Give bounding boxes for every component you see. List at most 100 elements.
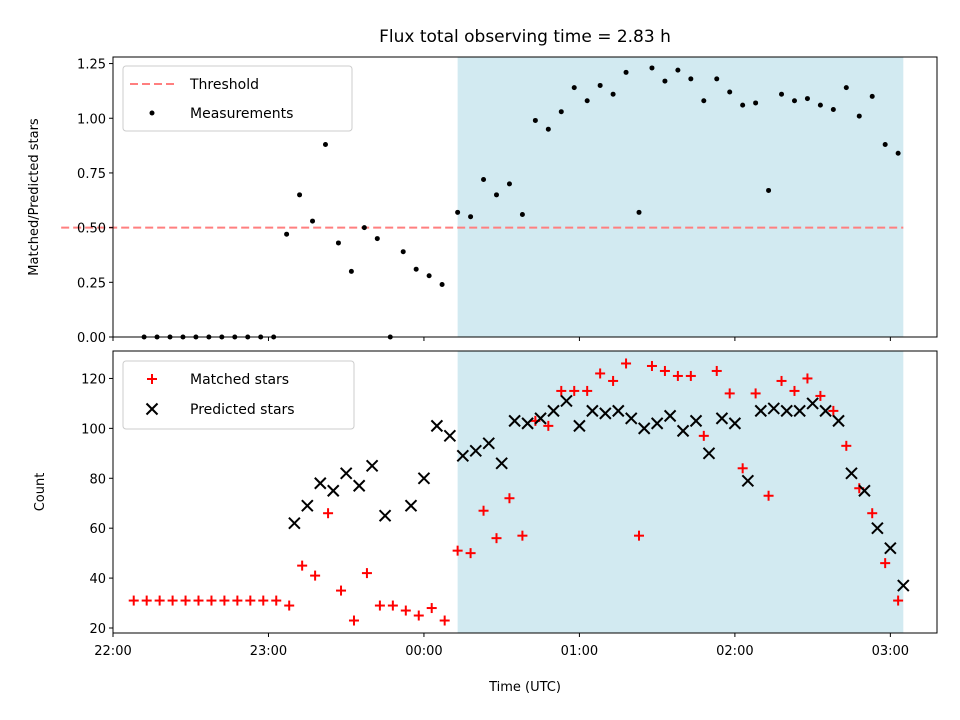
predicted-legend-label: Predicted stars xyxy=(190,402,295,418)
y-tick-label: 0.00 xyxy=(77,331,106,346)
measurement-point xyxy=(400,249,406,255)
measurement-point xyxy=(662,78,668,84)
measurement-point xyxy=(843,85,849,91)
predicted-star-point xyxy=(495,457,508,470)
matched-star-point xyxy=(336,585,347,596)
measurement-point xyxy=(701,98,707,104)
predicted-star-point xyxy=(469,444,482,458)
matched-star-point xyxy=(310,570,321,581)
predicted-star-point xyxy=(728,417,742,430)
predicted-star-point xyxy=(314,477,327,490)
matched-star-point xyxy=(582,385,593,396)
measurement-point xyxy=(506,181,512,187)
y-tick-label: 100 xyxy=(81,422,106,437)
predicted-star-point xyxy=(884,541,897,555)
matched-star-point xyxy=(867,508,878,519)
measurement-point xyxy=(753,100,759,106)
matched-star-point xyxy=(634,530,645,541)
measurement-point xyxy=(439,282,445,287)
matched-star-point xyxy=(128,595,139,606)
predicted-star-point xyxy=(819,404,832,418)
predicted-star-point xyxy=(858,484,871,497)
measurement-point xyxy=(688,76,694,82)
predicted-star-point xyxy=(897,579,910,592)
top-plot-frame xyxy=(112,56,938,338)
predicted-star-point xyxy=(767,402,780,415)
matched-star-point xyxy=(595,368,606,379)
matched-star-point xyxy=(763,490,774,501)
chart-title: Flux total observing time = 2.83 h xyxy=(379,27,671,47)
predicted-star-point xyxy=(586,404,599,418)
bottom-legend: Matched stars Predicted stars xyxy=(122,360,355,430)
top-y-axis-label: Matched/Predicted stars xyxy=(27,118,42,276)
x-axis-label: Time (UTC) xyxy=(488,680,561,695)
measurement-point xyxy=(895,150,901,156)
measurement-point xyxy=(532,117,538,123)
predicted-star-point xyxy=(443,429,457,443)
measurement-point xyxy=(361,225,367,231)
predicted-star-point xyxy=(573,419,586,433)
measurement-point xyxy=(571,85,577,91)
predicted-star-point xyxy=(365,459,379,473)
matched-star-point xyxy=(400,605,411,616)
y-tick-label: 1.25 xyxy=(77,58,106,73)
predicted-star-point xyxy=(702,447,716,460)
bottom-x-ticks: 22:00 23:00 00:00 01:00 02:00 03:00 xyxy=(94,633,909,659)
predicted-star-point xyxy=(871,521,884,535)
predicted-star-point xyxy=(521,417,534,430)
x-tick-label: 01:00 xyxy=(561,644,598,659)
matched-star-point xyxy=(465,548,476,559)
predicted-legend-swatch xyxy=(145,402,159,416)
matched-star-point xyxy=(323,508,334,519)
matched-star-point xyxy=(167,595,178,606)
matched-star-point xyxy=(271,595,282,606)
measurement-point xyxy=(374,236,380,242)
y-tick-label: 80 xyxy=(89,472,106,487)
x-tick-label: 02:00 xyxy=(716,644,753,659)
bottom-y-ticks: 20 40 60 80 100 120 xyxy=(81,372,113,637)
measurement-point xyxy=(791,98,797,104)
matched-star-point xyxy=(685,370,696,381)
matched-star-point xyxy=(517,530,528,541)
matched-star-point xyxy=(776,375,787,386)
predicted-star-point xyxy=(534,412,547,425)
predicted-star-point xyxy=(288,516,301,530)
predicted-star-point xyxy=(378,509,392,522)
predicted-swatch-mark xyxy=(145,402,159,416)
matched-star-point xyxy=(543,420,554,431)
predicted-star-point xyxy=(482,437,495,450)
predicted-star-point xyxy=(547,404,560,418)
predicted-star-point xyxy=(560,394,573,408)
predicted-star-point xyxy=(404,499,418,512)
bottom-plot-frame xyxy=(112,350,938,634)
y-tick-label: 60 xyxy=(89,522,106,537)
matched-star-point xyxy=(608,375,619,386)
measurement-point xyxy=(284,231,290,237)
matched-star-point xyxy=(491,533,502,544)
predicted-star-point xyxy=(637,422,651,435)
measurement-point xyxy=(804,96,810,102)
top-shaded-region xyxy=(457,57,904,337)
matched-swatch-mark xyxy=(147,374,157,384)
top-panel: 0.00 0.25 0.50 0.75 1.00 1.25 Matched/Predict… xyxy=(27,56,938,346)
x-tick-label: 23:00 xyxy=(250,644,287,659)
matched-star-point xyxy=(711,365,722,376)
measurement-point xyxy=(610,91,616,97)
measurement-point xyxy=(310,218,316,224)
measurement-point xyxy=(348,268,354,274)
matched-star-point xyxy=(426,603,437,614)
predicted-star-point xyxy=(430,419,444,433)
matched-star-point xyxy=(245,595,256,606)
top-x-ticks xyxy=(112,337,891,341)
matched-legend-swatch xyxy=(147,374,157,384)
matched-star-point xyxy=(232,595,243,606)
y-tick-label: 1.00 xyxy=(77,112,106,127)
matched-star-point xyxy=(750,388,761,399)
y-tick-label: 20 xyxy=(89,622,106,637)
measurement-point xyxy=(727,89,733,95)
matched-star-point xyxy=(361,568,372,579)
matched-star-point xyxy=(893,595,904,606)
x-tick-label: 22:00 xyxy=(94,644,131,659)
predicted-star-point xyxy=(793,404,806,418)
matched-star-point xyxy=(452,545,463,556)
